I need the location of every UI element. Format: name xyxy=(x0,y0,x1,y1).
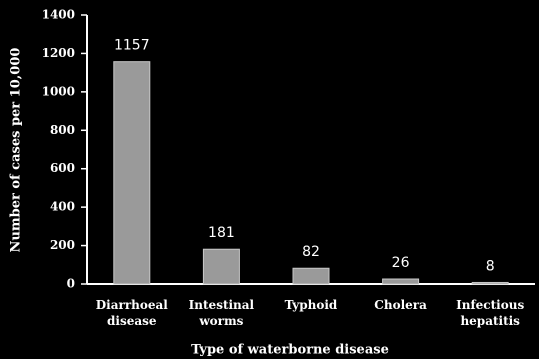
bar xyxy=(382,278,420,285)
x-tick-label: Cholera xyxy=(374,298,427,312)
bar xyxy=(202,248,240,285)
bar xyxy=(292,267,330,285)
y-tick-label: 0 xyxy=(67,277,75,291)
y-tick-label: 1000 xyxy=(42,84,75,98)
x-tick-label: Intestinal worms xyxy=(188,298,255,328)
value-label: 82 xyxy=(302,244,320,260)
bar xyxy=(471,281,509,285)
bar xyxy=(113,61,151,285)
y-tick-label: 400 xyxy=(50,200,75,214)
value-label: 26 xyxy=(392,255,410,271)
x-axis-title: Type of waterborne disease xyxy=(191,343,389,358)
y-tick-label: 200 xyxy=(50,238,75,252)
y-tick-label: 1400 xyxy=(42,8,75,22)
x-tick-label: Infectious hepatitis xyxy=(456,298,525,328)
y-tick-label: 600 xyxy=(50,161,75,175)
x-tick-label: Diarrhoeal disease xyxy=(95,298,168,328)
value-label: 1157 xyxy=(114,38,150,54)
y-axis-title: Number of cases per 10,000 xyxy=(9,48,24,253)
value-label: 8 xyxy=(486,258,495,274)
x-tick-label: Typhoid xyxy=(284,298,338,312)
value-label: 181 xyxy=(208,225,235,241)
y-tick-label: 800 xyxy=(50,123,75,137)
y-tick-label: 1200 xyxy=(42,46,75,60)
